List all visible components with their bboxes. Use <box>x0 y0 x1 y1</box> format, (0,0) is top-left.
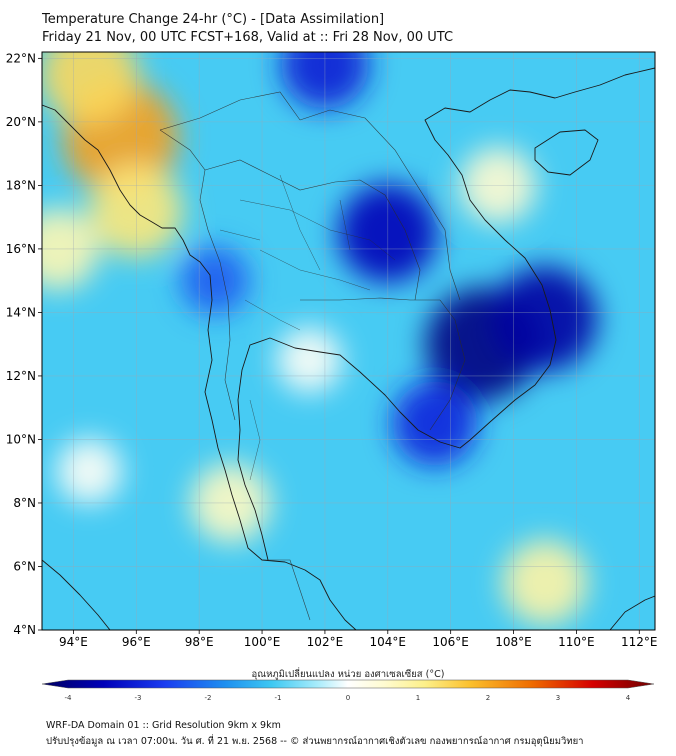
lon-tick-label: 104°E <box>370 635 407 649</box>
lon-tick-label: 112°E <box>621 635 658 649</box>
anomaly-blob <box>42 52 139 124</box>
colorbar-tick-label: 1 <box>416 694 420 702</box>
footer-model-info: WRF-DA Domain 01 :: Grid Resolution 9km … <box>46 720 281 731</box>
lat-tick-label: 12°N <box>6 369 36 383</box>
lat-tick-label: 6°N <box>13 559 36 573</box>
lon-tick-label: 100°E <box>244 635 281 649</box>
border-laos-vietnam <box>299 109 461 301</box>
lat-tick-label: 10°N <box>6 432 36 446</box>
coastline-gulf <box>237 67 655 561</box>
provinces <box>219 174 396 481</box>
coastline-west <box>42 104 357 630</box>
anomaly-blob <box>502 539 588 625</box>
coastline-borneo <box>609 595 655 630</box>
lon-tick-label: 108°E <box>495 635 532 649</box>
lon-tick-label: 102°E <box>307 635 344 649</box>
anomaly-blob <box>56 438 122 504</box>
lon-tick-label: 98°E <box>185 635 214 649</box>
colorbar-label: อุณหภูมิเปลี่ยนแปลง หน่วย องศาเซลเซียส (… <box>252 667 445 680</box>
colorbar <box>41 679 655 689</box>
colorbar-tick-label: 2 <box>486 694 490 702</box>
border-china <box>159 91 301 131</box>
border-thailand-cambodia <box>300 297 440 301</box>
borders <box>159 91 466 621</box>
anomaly-blob <box>180 246 249 315</box>
coastline-hainan <box>534 129 599 176</box>
colorbar-tick-label: -2 <box>205 694 212 702</box>
colorbar-tick-label: -4 <box>65 694 73 702</box>
border-malaysia <box>262 559 311 621</box>
footer-credit: ปรับปรุงข้อมูล ณ เวลา 07:00น. วัน ศ. ที่… <box>46 736 584 747</box>
temperature-field <box>42 52 598 625</box>
lat-tick-label: 8°N <box>13 496 36 510</box>
map-title: Temperature Change 24-hr (°C) - [Data As… <box>42 12 385 27</box>
lon-tick-label: 106°E <box>432 635 469 649</box>
border-cambodia-vietnam <box>429 299 466 431</box>
coastline-sumatra <box>42 559 111 630</box>
anomaly-blob <box>492 266 598 372</box>
lon-tick-label: 96°E <box>122 635 151 649</box>
lat-tick-label: 14°N <box>6 305 36 319</box>
lat-tick-label: 22°N <box>6 51 36 65</box>
colorbar-tick-label: 4 <box>626 694 631 702</box>
lon-tick-label: 110°E <box>558 635 595 649</box>
colorbar-tick-label: 3 <box>556 694 560 702</box>
colorbar-ticks: -4 -3 -2 -1 0 1 2 3 4 <box>65 694 631 702</box>
map-plot-area <box>42 52 655 630</box>
graticule <box>42 52 655 630</box>
lat-tick-label: 18°N <box>6 178 36 192</box>
anomaly-blob <box>392 381 478 467</box>
border-thailand-laos <box>204 159 421 301</box>
border-thailand-myanmar <box>159 129 236 421</box>
lat-tick-label: 20°N <box>6 115 36 129</box>
colorbar-tick-label: 0 <box>346 694 350 702</box>
longitude-axis: 94°E 96°E 98°E 100°E 102°E 104°E 106°E 108°E 110… <box>59 630 658 649</box>
lat-tick-label: 16°N <box>6 242 36 256</box>
colorbar-tick-label: -3 <box>135 694 142 702</box>
colorbar-tick-label: -1 <box>275 694 282 702</box>
plot-frame <box>41 51 656 631</box>
lat-tick-label: 4°N <box>13 623 36 637</box>
latitude-axis: 22°N 20°N 18°N 16°N 14°N 12°N 10°N 8°N 6°N 4°N <box>6 51 42 637</box>
lon-tick-label: 94°E <box>59 635 88 649</box>
coastlines <box>42 67 655 630</box>
anomaly-blob <box>276 327 342 393</box>
map-subtitle: Friday 21 Nov, 00 UTC FCST+168, Valid at… <box>42 30 454 45</box>
